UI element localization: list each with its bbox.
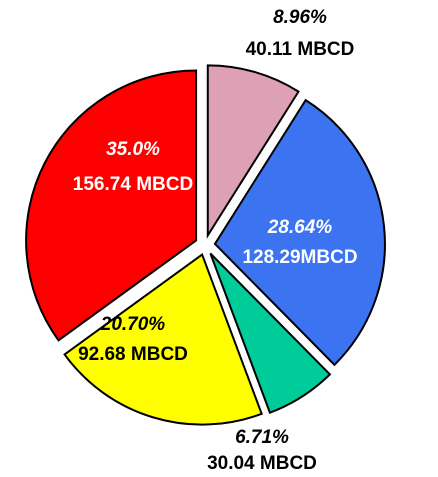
amount-label: 40.11 MBCD (246, 39, 355, 60)
pie-slice (63, 252, 263, 426)
amount-label: 92.68 MBCD (78, 344, 188, 365)
pie-slice (209, 252, 332, 414)
pie-slice (206, 64, 300, 239)
pie-slice (25, 69, 198, 342)
amount-label: 156.74 MBCD (73, 174, 193, 195)
amount-label: 128.29MBCD (242, 247, 357, 268)
amount-label: 30.04 MBCD (207, 453, 317, 474)
percent-label: 6.71% (235, 427, 289, 448)
pie-slice (213, 98, 386, 367)
percent-label: 20.70% (100, 314, 166, 335)
percent-label: 35.0% (106, 139, 160, 160)
percent-label: 8.96% (273, 7, 327, 28)
percent-label: 28.64% (267, 217, 333, 238)
